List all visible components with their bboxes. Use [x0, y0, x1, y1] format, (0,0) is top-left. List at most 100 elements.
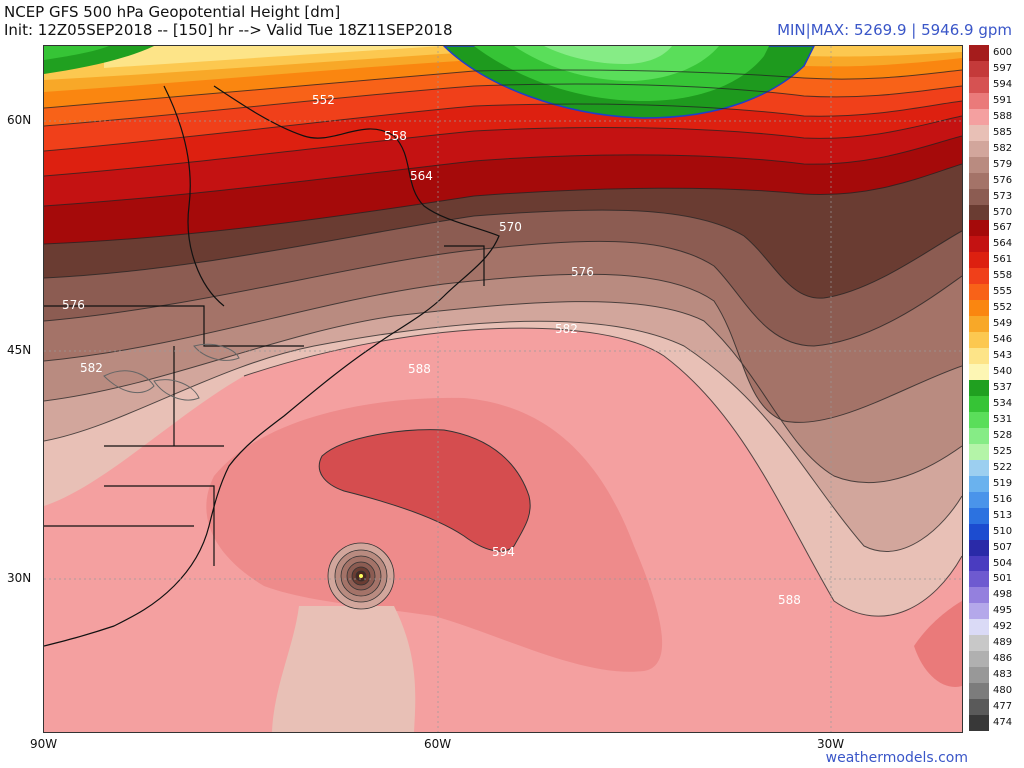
legend-swatch-561 [969, 252, 989, 269]
legend-swatch-531 [969, 411, 989, 429]
lat-label-30n: 30N [7, 571, 32, 585]
legend-swatch-480 [969, 683, 989, 700]
legend-swatch-540 [969, 364, 989, 381]
lon-label-90w: 90W [30, 737, 58, 751]
legend-swatch-534 [969, 395, 989, 413]
contour-label-570: 570 [499, 220, 522, 234]
legend-swatch-591 [969, 92, 989, 110]
legend-label-474: 474 [993, 717, 1013, 729]
legend-label-501: 501 [993, 573, 1013, 585]
legend-swatch-585 [969, 124, 989, 142]
legend-swatch-555 [969, 284, 989, 301]
legend-swatch-543 [969, 348, 989, 365]
legend-swatch-546 [969, 332, 989, 349]
legend-label-543: 543 [993, 350, 1013, 362]
legend-swatch-567 [969, 220, 989, 237]
contour-label-576-west: 576 [62, 298, 85, 312]
greenland-low-core [544, 46, 672, 64]
legend-label-492: 492 [993, 621, 1013, 633]
legend-swatch-558 [969, 268, 989, 285]
legend-label-561: 561 [993, 254, 1013, 266]
legend-label-510: 510 [993, 525, 1013, 537]
legend-label-534: 534 [993, 397, 1013, 409]
legend-swatch-576 [969, 172, 989, 190]
legend-label-483: 483 [993, 669, 1013, 681]
legend-label-537: 537 [993, 382, 1013, 394]
legend-swatch-504 [969, 555, 989, 572]
legend-label-588: 588 [993, 110, 1013, 122]
legend-swatch-594 [969, 76, 989, 94]
legend-swatch-507 [969, 539, 989, 556]
color-legend: 600 597 594 591 588 585 582 579 576 573 570 567 564 5… [969, 45, 1012, 732]
legend-swatch-570 [969, 204, 989, 221]
legend-label-516: 516 [993, 493, 1013, 505]
legend-swatch-498 [969, 587, 989, 604]
legend-label-489: 489 [993, 637, 1013, 649]
legend-swatch-486 [969, 651, 989, 668]
legend-swatch-483 [969, 667, 989, 684]
legend-label-477: 477 [993, 701, 1013, 713]
legend-swatch-516 [969, 491, 989, 509]
lake-outlines [103, 343, 240, 401]
contour-label-588-north: 588 [408, 362, 431, 376]
legend-swatch-579 [969, 156, 989, 174]
legend-label-582: 582 [993, 142, 1013, 154]
legend-swatch-510 [969, 523, 989, 541]
legend-label-558: 558 [993, 270, 1013, 282]
legend-label-531: 531 [993, 413, 1013, 425]
tropical-cyclone [327, 542, 395, 610]
legend-swatch-573 [969, 188, 989, 206]
lon-label-60w: 60W [424, 737, 452, 751]
legend-label-573: 573 [993, 190, 1013, 202]
contour-labels: 552 558 564 570 576 576 582 582 588 588 … [62, 93, 801, 607]
contour-label-594: 594 [492, 545, 515, 559]
legend-label-555: 555 [993, 286, 1013, 298]
legend-swatch-474 [969, 715, 989, 732]
legend-label-525: 525 [993, 445, 1013, 457]
legend-label-579: 579 [993, 158, 1013, 170]
contour-label-552: 552 [312, 93, 335, 107]
contour-label-558: 558 [384, 129, 407, 143]
cyclone-plume [272, 606, 416, 732]
legend-swatch-600 [969, 45, 989, 62]
legend-label-570: 570 [993, 206, 1013, 218]
legend-swatch-519 [969, 475, 989, 493]
ridge-594 [318, 429, 531, 552]
legend-label-597: 597 [993, 62, 1013, 74]
geopotential-height-map: 552 558 564 570 576 576 582 582 588 588 … [43, 45, 963, 733]
contour-label-576-east: 576 [571, 265, 594, 279]
map-title: NCEP GFS 500 hPa Geopotential Height [dm… [4, 3, 341, 21]
legend-swatch-528 [969, 427, 989, 445]
legend-swatch-552 [969, 300, 989, 317]
legend-label-540: 540 [993, 366, 1013, 378]
legend-label-552: 552 [993, 302, 1013, 314]
legend-label-546: 546 [993, 334, 1013, 346]
legend-label-549: 549 [993, 318, 1013, 330]
contour-label-588-south: 588 [778, 593, 801, 607]
legend-swatch-477 [969, 699, 989, 716]
legend-swatch-501 [969, 571, 989, 588]
init-valid-time: Init: 12Z05SEP2018 -- [150] hr --> Valid… [4, 21, 453, 39]
legend-label-528: 528 [993, 429, 1013, 441]
legend-label-585: 585 [993, 126, 1013, 138]
lat-label-45n: 45N [7, 343, 32, 357]
legend-swatch-489 [969, 635, 989, 652]
legend-label-576: 576 [993, 174, 1013, 186]
legend-label-591: 591 [993, 94, 1013, 106]
legend-label-519: 519 [993, 477, 1013, 489]
legend-label-507: 507 [993, 541, 1013, 553]
legend-label-594: 594 [993, 78, 1013, 90]
legend-swatch-492 [969, 619, 989, 636]
contour-label-564: 564 [410, 169, 433, 183]
contour-label-582-east: 582 [555, 322, 578, 336]
coastlines [44, 85, 500, 647]
lat-label-60n: 60N [7, 113, 32, 127]
legend-label-486: 486 [993, 653, 1013, 665]
east-ridge-patch [914, 601, 962, 687]
legend-swatch-513 [969, 507, 989, 525]
legend-label-522: 522 [993, 461, 1013, 473]
legend-swatch-588 [969, 108, 989, 126]
legend-label-504: 504 [993, 557, 1013, 569]
min-max-readout: MIN|MAX: 5269.9 | 5946.9 gpm [777, 21, 1012, 39]
legend-label-567: 567 [993, 222, 1013, 234]
